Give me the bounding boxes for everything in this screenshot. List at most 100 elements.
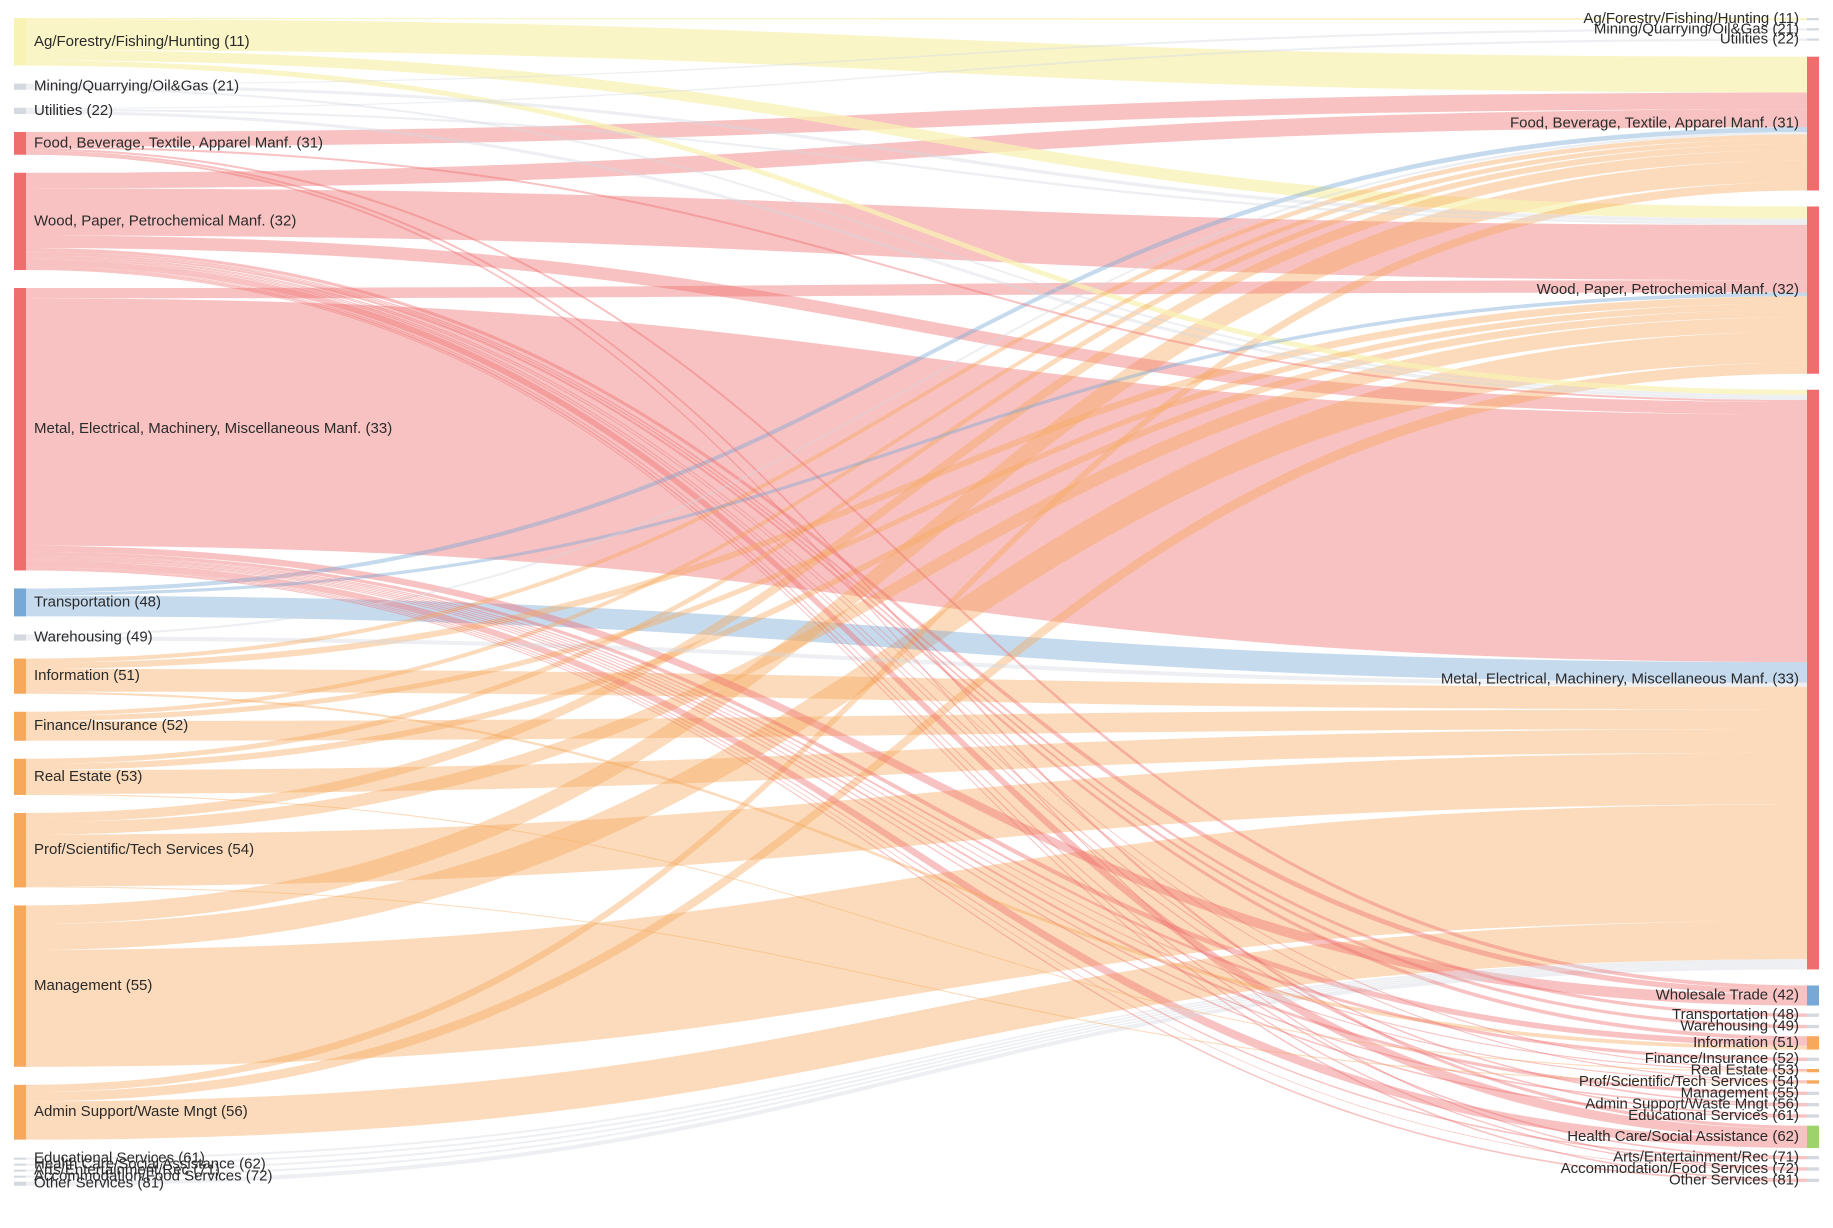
node-label-R56: Admin Support/Waste Mngt (56) — [1585, 1096, 1799, 1113]
flow-L56-R31 — [26, 182, 1807, 1093]
node-label-R32: Wood, Paper, Petrochemical Manf. (32) — [1537, 281, 1799, 298]
flow-L51-R31 — [26, 134, 1807, 663]
flow-L32-R49 — [26, 252, 1807, 1029]
node-label-R42: Wholesale Trade (42) — [1656, 986, 1799, 1003]
node-bar-L11 — [14, 18, 26, 66]
node-label-L48: Transportation (48) — [34, 593, 161, 610]
flow-L32-R33 — [26, 235, 1807, 415]
flow-L31-R72 — [26, 152, 1807, 1169]
flow-L22-R22 — [26, 38, 1807, 109]
node-bar-L51 — [14, 658, 26, 694]
node-bar-R21 — [1807, 28, 1819, 31]
node-label-L51: Information (51) — [34, 667, 140, 684]
flow-L52-R33 — [26, 709, 1807, 741]
flow-L32-R61 — [26, 258, 1807, 1116]
flow-L51-R33 — [26, 668, 1807, 710]
node-label-L33: Metal, Electrical, Machinery, Miscellane… — [34, 420, 392, 437]
node-label-L32: Wood, Paper, Petrochemical Manf. (32) — [34, 212, 296, 229]
node-bar-R53 — [1807, 1068, 1819, 1073]
node-label-L54: Prof/Scientific/Tech Services (54) — [34, 841, 254, 858]
flow-L31-R62 — [26, 150, 1807, 1129]
node-bar-L48 — [14, 588, 26, 617]
flow-L56-R32 — [26, 362, 1807, 1102]
flow-L11-R32 — [26, 50, 1807, 219]
node-bar-L56 — [14, 1084, 26, 1140]
node-label-L21: Mining/Quarrying/Oil&Gas (21) — [34, 78, 239, 95]
node-label-L55: Management (55) — [34, 977, 152, 994]
node-bar-L53 — [14, 758, 26, 795]
flow-L32-R62 — [26, 259, 1807, 1139]
node-bar-R49 — [1807, 1024, 1819, 1029]
flow-L21-R33 — [26, 87, 1807, 397]
node-bar-L22 — [14, 107, 26, 115]
flow-L33-R54 — [26, 557, 1807, 1083]
node-label-R48: Transportation (48) — [1672, 1006, 1799, 1023]
node-bar-R81 — [1807, 1178, 1819, 1182]
node-label-L72: Accommodation/Food Services (72) — [34, 1168, 272, 1185]
node-label-L71: Arts/Entertainment/Rec (71) — [34, 1162, 220, 1179]
node-bar-L49 — [14, 634, 26, 641]
flow-L52-R32 — [26, 303, 1807, 722]
flow-L81-R33 — [26, 965, 1807, 1186]
node-bar-L52 — [14, 711, 26, 741]
node-bar-R22 — [1807, 38, 1819, 41]
flow-L33-R72 — [26, 568, 1807, 1171]
flow-L33-R32 — [26, 280, 1807, 299]
flow-L55-R31 — [26, 160, 1807, 925]
flow-L54-R31 — [26, 149, 1807, 823]
node-bar-R72 — [1807, 1167, 1819, 1171]
flow-L33-R61 — [26, 560, 1807, 1118]
node-bar-L55 — [14, 905, 26, 1067]
node-label-R21: Mining/Quarrying/Oil&Gas (21) — [1594, 20, 1799, 37]
flow-L33-R53 — [26, 556, 1807, 1072]
flow-L48-R32 — [26, 292, 1807, 596]
flow-layer — [26, 18, 1807, 1186]
node-bar-R33 — [1807, 389, 1819, 970]
flow-L11-R31 — [26, 19, 1807, 93]
flow-L62-R33 — [26, 960, 1807, 1166]
flow-L11-R33 — [26, 60, 1807, 395]
flow-L56-R33 — [26, 920, 1807, 1140]
flow-L32-R51 — [26, 253, 1807, 1041]
flow-L51-R32 — [26, 296, 1807, 669]
flow-L54-R32 — [26, 317, 1807, 835]
flow-L33-R42 — [26, 545, 1807, 1006]
node-bar-R52 — [1807, 1057, 1819, 1061]
node-label-L53: Real Estate (53) — [34, 768, 142, 785]
node-label-R49: Warehousing (49) — [1680, 1018, 1799, 1035]
flow-L21-R32 — [26, 84, 1807, 223]
node-label-L11: Ag/Forestry/Fishing/Hunting (11) — [34, 33, 250, 50]
node-label-R62: Health Care/Social Assistance (62) — [1567, 1128, 1799, 1145]
flow-L48-R31 — [26, 127, 1807, 593]
flow-L72-R33 — [26, 963, 1807, 1178]
flow-L32-R32 — [26, 188, 1807, 281]
flow-L31-R33 — [26, 146, 1807, 403]
flow-L49-R33 — [26, 636, 1807, 687]
node-label-R53: Real Estate (53) — [1691, 1062, 1799, 1079]
node-label-R51: Information (51) — [1693, 1034, 1799, 1051]
flow-L31-R31 — [26, 92, 1807, 147]
flow-L53-R33 — [26, 729, 1807, 794]
flow-L32-R42 — [26, 248, 1807, 995]
node-label-R54: Prof/Scientific/Tech Services (54) — [1579, 1073, 1799, 1090]
node-bar-R62 — [1807, 1125, 1819, 1148]
node-label-L61: Educational Services (61) — [34, 1150, 205, 1167]
node-label-R33: Metal, Electrical, Machinery, Miscellane… — [1441, 671, 1799, 688]
node-label-R72: Accommodation/Food Services (72) — [1561, 1160, 1799, 1177]
node-label-L62: Health Care/Social Assistance (62) — [34, 1156, 266, 1173]
flow-L33-R71 — [26, 567, 1807, 1160]
node-bar-R71 — [1807, 1155, 1819, 1160]
node-layer — [14, 18, 1819, 1186]
flow-L32-R71 — [26, 265, 1807, 1158]
node-label-L56: Admin Support/Waste Mngt (56) — [34, 1103, 248, 1120]
flow-L52-R31 — [26, 139, 1807, 716]
flow-L33-R52 — [26, 554, 1807, 1061]
node-label-R61: Educational Services (61) — [1628, 1107, 1799, 1124]
node-bar-R54 — [1807, 1080, 1819, 1084]
node-label-R71: Arts/Entertainment/Rec (71) — [1613, 1149, 1799, 1166]
flow-L71-R33 — [26, 962, 1807, 1172]
node-label-R22: Utilities (22) — [1720, 31, 1799, 48]
flow-L33-R55 — [26, 558, 1807, 1095]
flow-L53-R31 — [26, 143, 1807, 764]
node-label-L52: Finance/Insurance (52) — [34, 717, 188, 734]
